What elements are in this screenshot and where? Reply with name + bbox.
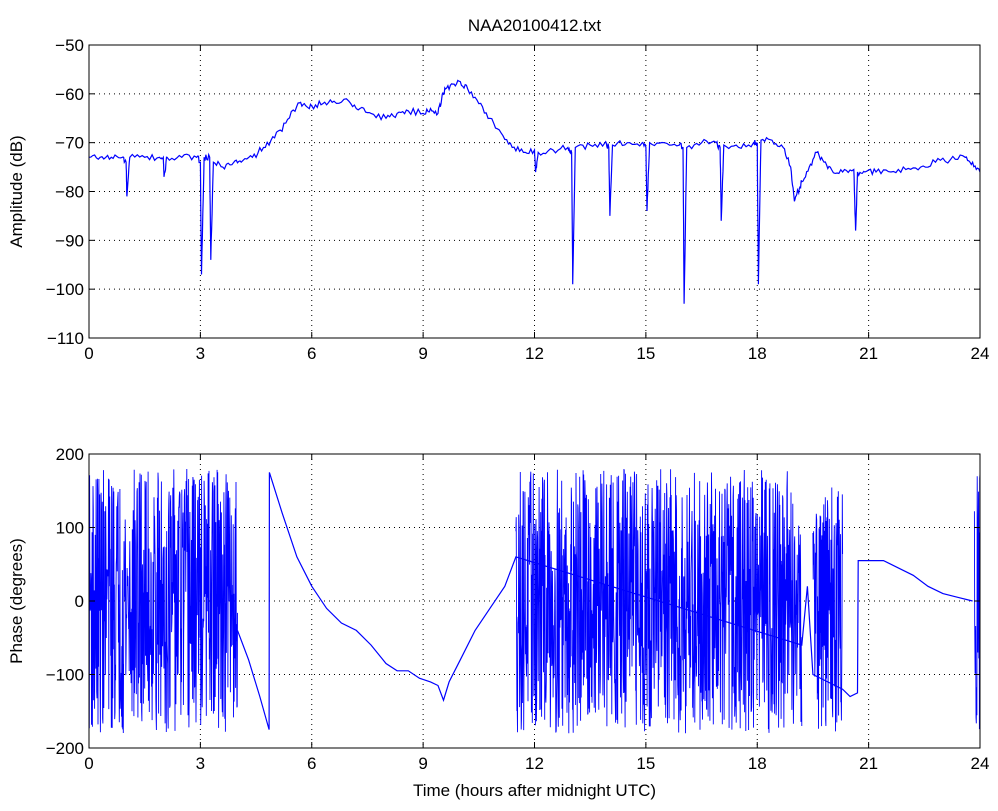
chart2-x-tick-label: 3: [196, 754, 205, 773]
chart2-x-tick-label: 24: [971, 754, 990, 773]
chart2-noise-segment-2: [515, 468, 803, 734]
chart2-y-tick-label: 200: [56, 445, 84, 464]
chart1-y-tick-label: −110: [47, 329, 84, 348]
chart2-y-axis-label: Phase (degrees): [7, 538, 26, 664]
chart1-x-tick-label: 24: [971, 344, 990, 363]
chart1-y-tick-label: −70: [55, 134, 84, 153]
chart2-y-tick-label: −200: [46, 739, 84, 758]
chart1-x-tick-label: 12: [525, 344, 544, 363]
chart1-y-tick-label: −100: [46, 280, 84, 299]
chart1-y-tick-label: −80: [55, 183, 84, 202]
chart2-x-tick-label: 15: [636, 754, 655, 773]
chart2-x-tick-label: 21: [859, 754, 878, 773]
chart1-y-axis-label: Amplitude (dB): [7, 135, 26, 247]
chart1-x-tick-label: 21: [859, 344, 878, 363]
chart1-series-line-1: [88, 79, 981, 304]
chart2-x-tick-label: 9: [418, 754, 427, 773]
chart1-x-tick-label: 18: [748, 344, 767, 363]
chart1-x-tick-label: 9: [418, 344, 427, 363]
chart1-x-tick-label: 6: [307, 344, 316, 363]
chart1-y-tick-label: −50: [55, 36, 84, 55]
chart2-x-axis-label: Time (hours after midnight UTC): [413, 781, 656, 800]
chart2-y-tick-label: 0: [75, 592, 84, 611]
chart2-y-tick-label: −100: [46, 666, 84, 685]
chart1-x-tick-label: 3: [196, 344, 205, 363]
chart2-x-tick-label: 0: [84, 754, 93, 773]
chart2-x-tick-label: 18: [748, 754, 767, 773]
chart1-x-tick-label: 0: [84, 344, 93, 363]
chart1-x-tick-label: 15: [636, 344, 655, 363]
chart1-title: NAA20100412.txt: [468, 16, 602, 35]
chart2-noise-segment-3: [812, 487, 844, 732]
chart2-noise-segment-4: [973, 473, 981, 730]
chart2-series-line-1: [236, 472, 973, 730]
chart1-y-tick-label: −60: [55, 85, 84, 104]
chart1-y-tick-label: −90: [55, 231, 84, 250]
chart2-x-tick-label: 6: [307, 754, 316, 773]
chart2-x-tick-label: 12: [525, 754, 544, 773]
chart2-noise-segment-1: [88, 468, 238, 734]
chart2-y-tick-label: 100: [56, 519, 84, 538]
